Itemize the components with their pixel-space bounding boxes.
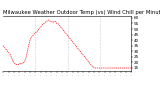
Text: Milwaukee Weather Outdoor Temp (vs) Wind Chill per Minute (Last 24 Hours): Milwaukee Weather Outdoor Temp (vs) Wind… [3, 10, 160, 15]
